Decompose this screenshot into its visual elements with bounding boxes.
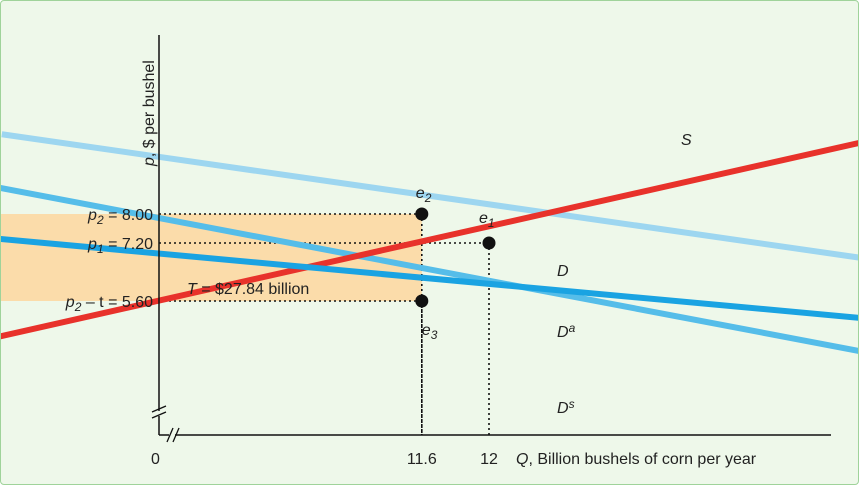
x-tick-label-1: 12 [480,451,498,468]
demand-curve-d-label: D [557,263,569,280]
tax-label: T = $27.84 billion [187,281,309,298]
x-axis-break [166,427,180,443]
demand-curve-da [1,236,858,321]
y-axis-label: p, $ per bushel [141,60,158,167]
equilibrium-label-e3: e3 [422,322,438,342]
x-tick-label-0: 11.6 [407,451,437,468]
origin-label: 0 [151,451,160,468]
y-axis-break [151,405,167,419]
equilibrium-label-e2: e2 [416,185,432,205]
y-tick-label-2: p2 – t = 5.60 [65,294,153,314]
y-tick-label-0: p2 = 8.00 [87,207,153,227]
demand-curve-ds [1,184,858,354]
x-axis-label: Q, Billion bushels of corn per year [516,451,757,468]
equilibrium-point-e3 [415,294,429,308]
supply-curve-s-label: S [681,132,692,149]
demand-curve-d [1,131,858,261]
demand-curve-ds-label: Ds [557,397,575,417]
equilibrium-point-e1 [482,236,496,250]
equilibrium-point-e2 [415,207,429,221]
demand-curve-da-label: Da [557,321,576,341]
equilibrium-label-e1: e1 [479,210,495,230]
y-tick-label-1: p1 = 7.20 [87,236,153,256]
supply-curve-s [1,140,858,340]
